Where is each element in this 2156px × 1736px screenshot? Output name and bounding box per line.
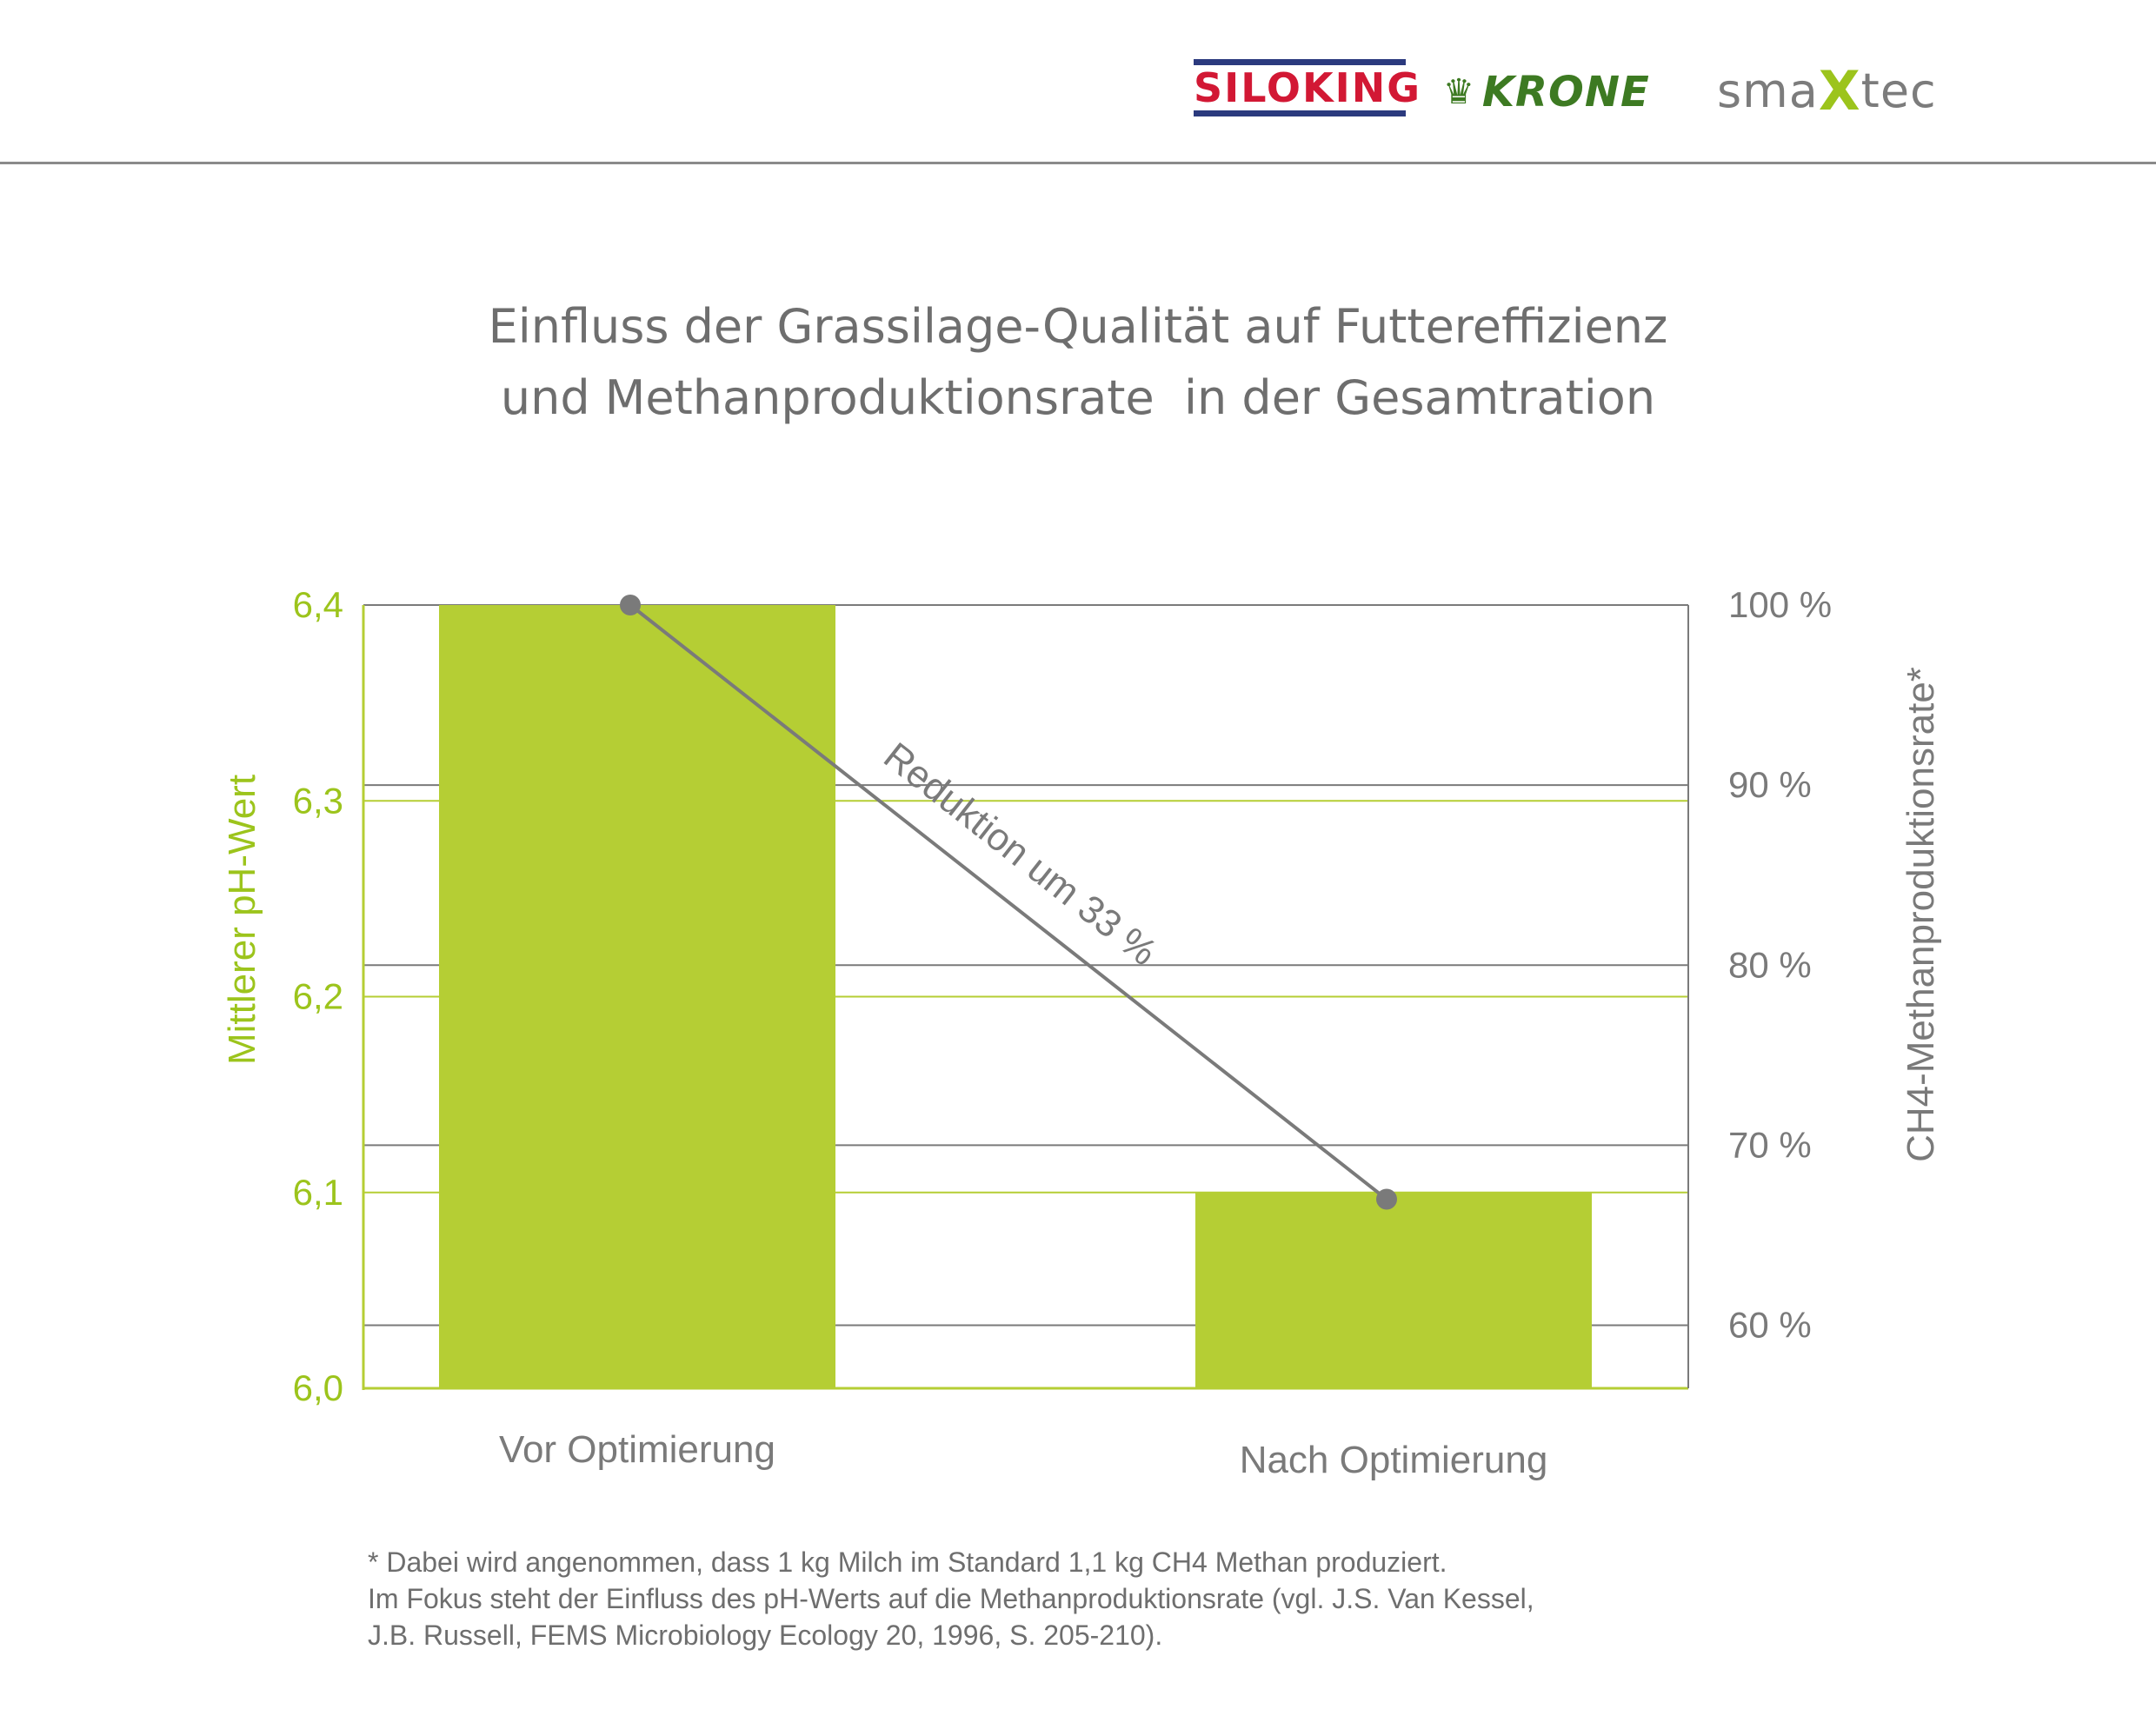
header-divider <box>0 162 2156 164</box>
x-tick-label-0: Vor Optimierung <box>499 1428 775 1471</box>
line-annotation: Reduktion um 33 % <box>875 735 1164 974</box>
left-tick-label-0: 6,0 <box>293 1367 343 1408</box>
footnote: * Dabei wird angenommen, dass 1 kg Milch… <box>368 1544 1534 1653</box>
bar-0 <box>439 605 835 1388</box>
bar-1 <box>1195 1192 1592 1388</box>
left-axis-title: Mittlerer pH-Wert <box>221 775 263 1065</box>
right-tick-label-3: 90 % <box>1728 764 1812 805</box>
footnote-line-1: * Dabei wird angenommen, dass 1 kg Milch… <box>368 1546 1447 1578</box>
left-tick-label-4: 6,4 <box>293 584 343 625</box>
left-tick-label-2: 6,2 <box>293 976 343 1017</box>
footnote-line-2: Im Fokus steht der Einfluss des pH-Werts… <box>368 1583 1534 1614</box>
smaxtec-logo-part1: sma <box>1717 63 1819 118</box>
right-tick-label-4: 100 % <box>1728 584 1832 625</box>
right-axis-title: CH4-Methanproduktionsrate* <box>1900 667 1942 1162</box>
smaxtec-logo-x: X <box>1818 58 1861 123</box>
chart-title-line-2: und Methanproduktionsrate in der Gesamtr… <box>500 370 1656 425</box>
right-tick-label-1: 70 % <box>1728 1124 1812 1165</box>
right-tick-label-2: 80 % <box>1728 944 1812 985</box>
krone-logo: ♛ KRONE <box>1443 68 1650 116</box>
left-tick-label-3: 6,3 <box>293 780 343 821</box>
methane-point-1 <box>1376 1188 1397 1210</box>
chart-title: Einfluss der Grassilage-Qualität auf Fut… <box>0 291 2156 434</box>
left-tick-label-1: 6,1 <box>293 1172 343 1213</box>
footnote-line-3: J.B. Russell, FEMS Microbiology Ecology … <box>368 1620 1163 1651</box>
methane-line <box>629 603 1388 1201</box>
krone-logo-text: KRONE <box>1481 68 1650 116</box>
siloking-logo: SILOKING <box>1194 59 1420 116</box>
smaxtec-logo-part2: tec <box>1860 63 1937 118</box>
x-tick-label-1: Nach Optimierung <box>1240 1439 1548 1481</box>
crown-icon: ♛ <box>1443 72 1475 112</box>
right-tick-label-0: 60 % <box>1728 1305 1812 1346</box>
methane-point-0 <box>620 595 641 615</box>
chart-title-line-1: Einfluss der Grassilage-Qualität auf Fut… <box>488 299 1668 354</box>
